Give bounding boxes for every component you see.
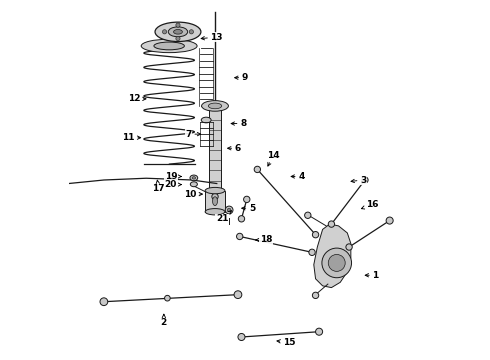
Ellipse shape: [190, 175, 198, 181]
Ellipse shape: [237, 233, 243, 240]
Ellipse shape: [190, 182, 197, 187]
Ellipse shape: [346, 244, 352, 250]
Text: 14: 14: [267, 151, 279, 166]
Ellipse shape: [238, 333, 245, 341]
Circle shape: [176, 23, 180, 27]
Circle shape: [322, 248, 351, 278]
Ellipse shape: [328, 221, 335, 227]
Ellipse shape: [238, 216, 245, 222]
Circle shape: [163, 30, 167, 34]
Ellipse shape: [316, 328, 322, 335]
Ellipse shape: [155, 22, 201, 41]
Ellipse shape: [309, 249, 315, 256]
Ellipse shape: [305, 212, 311, 219]
Text: 13: 13: [201, 33, 223, 42]
Ellipse shape: [100, 298, 108, 306]
Ellipse shape: [313, 292, 318, 298]
Ellipse shape: [173, 30, 182, 34]
Ellipse shape: [208, 103, 221, 109]
Text: 2: 2: [161, 314, 167, 327]
Text: 17: 17: [152, 180, 165, 193]
Text: 16: 16: [362, 200, 378, 209]
Ellipse shape: [201, 101, 228, 111]
Ellipse shape: [211, 201, 219, 208]
Ellipse shape: [141, 39, 197, 53]
Ellipse shape: [254, 166, 261, 172]
Ellipse shape: [205, 208, 225, 215]
Ellipse shape: [313, 231, 318, 238]
Circle shape: [328, 255, 345, 271]
Ellipse shape: [362, 177, 368, 183]
Text: 1: 1: [365, 271, 379, 280]
Text: 11: 11: [122, 133, 141, 142]
Ellipse shape: [227, 208, 231, 212]
Polygon shape: [314, 224, 351, 288]
Ellipse shape: [234, 291, 242, 298]
Ellipse shape: [213, 197, 218, 206]
Text: 10: 10: [184, 190, 202, 199]
Text: 20: 20: [165, 180, 181, 189]
Ellipse shape: [205, 188, 225, 194]
Ellipse shape: [213, 203, 217, 207]
Ellipse shape: [244, 196, 250, 203]
Ellipse shape: [225, 206, 233, 214]
Text: 12: 12: [127, 94, 146, 103]
Text: 15: 15: [277, 338, 295, 347]
Text: 4: 4: [291, 172, 305, 181]
Ellipse shape: [154, 42, 184, 50]
Text: 7: 7: [185, 130, 200, 139]
Ellipse shape: [386, 217, 393, 224]
Polygon shape: [209, 109, 221, 201]
Polygon shape: [205, 190, 225, 212]
Text: 9: 9: [235, 73, 248, 82]
Text: 3: 3: [351, 176, 367, 185]
Circle shape: [189, 30, 194, 34]
Ellipse shape: [201, 117, 211, 123]
Text: 21: 21: [216, 211, 232, 223]
Ellipse shape: [165, 295, 170, 301]
Text: 5: 5: [242, 204, 255, 213]
Text: 6: 6: [228, 144, 241, 153]
Circle shape: [176, 36, 180, 41]
Text: 19: 19: [165, 172, 181, 181]
Ellipse shape: [168, 27, 188, 37]
Ellipse shape: [212, 193, 218, 200]
Text: 8: 8: [231, 119, 246, 128]
Text: 18: 18: [256, 235, 272, 244]
Ellipse shape: [192, 177, 196, 179]
